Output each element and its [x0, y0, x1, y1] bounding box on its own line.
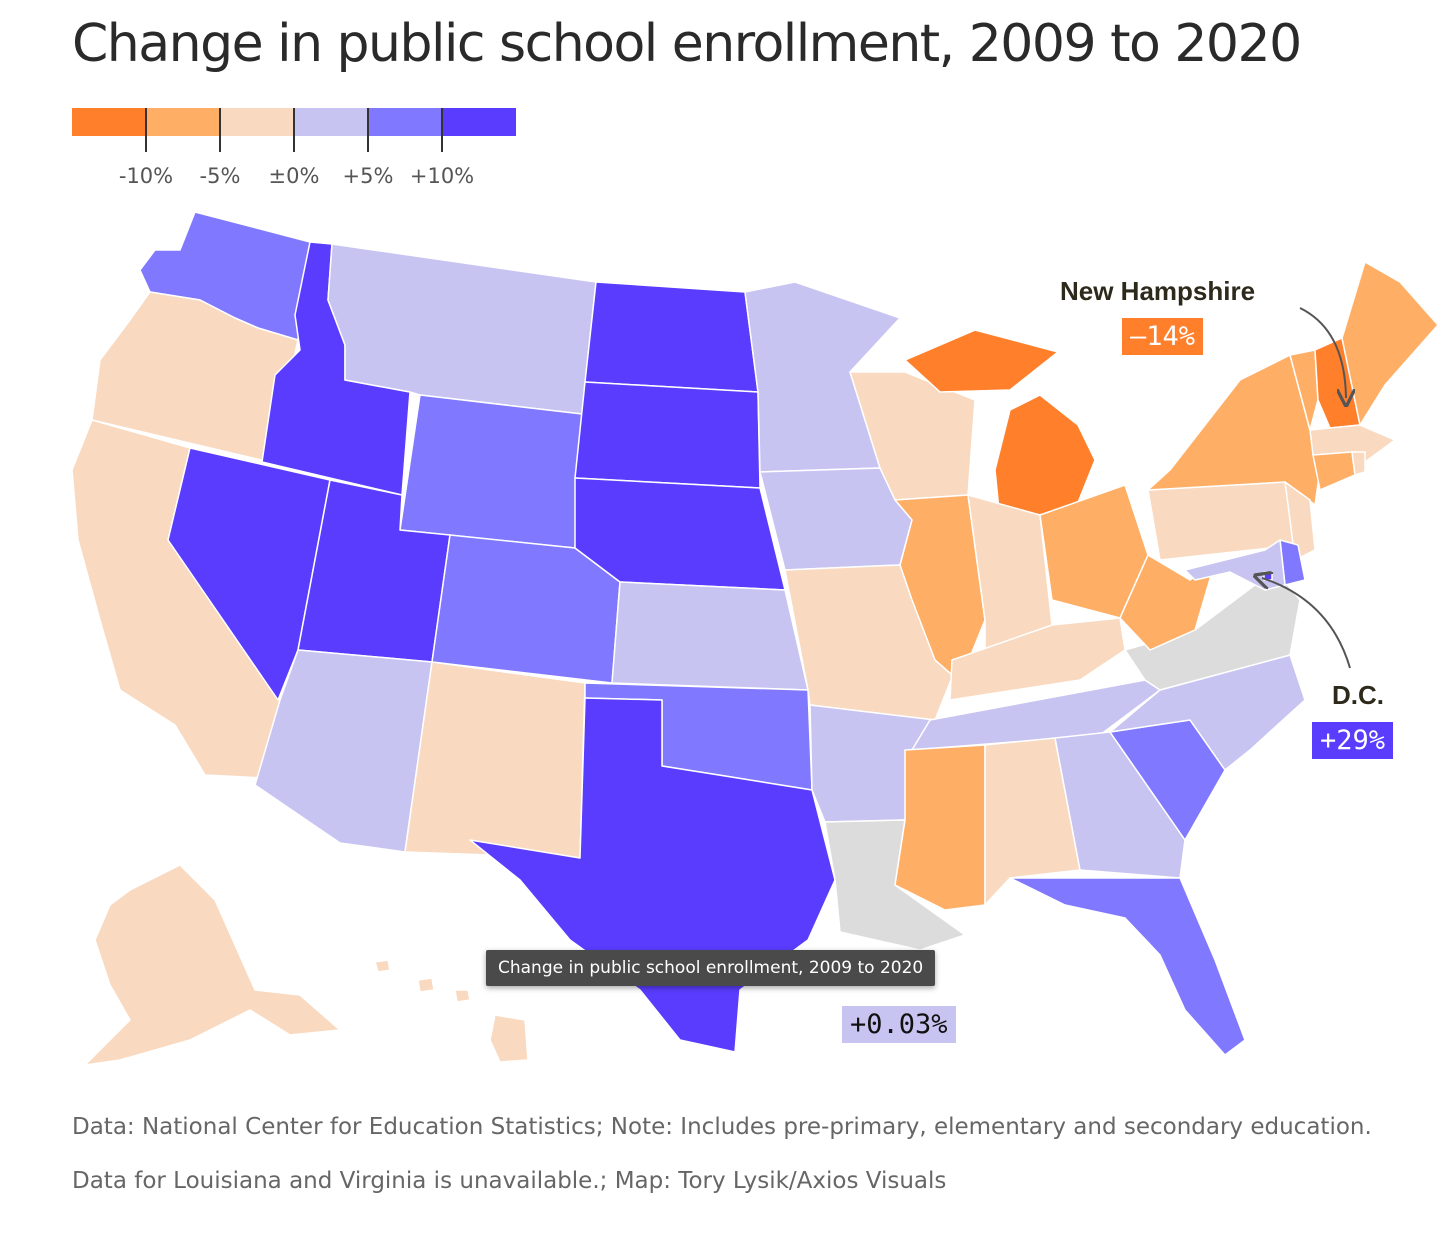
dc-callout-arrow [1262, 578, 1351, 669]
state-nv[interactable] [167, 447, 331, 701]
legend-tick-label: +10% [409, 164, 475, 188]
state-sd[interactable] [574, 381, 761, 489]
legend-bin-0 [72, 108, 146, 136]
legend-tick-label: ±0% [268, 164, 320, 188]
state-va[interactable] [1124, 569, 1301, 691]
us-average-callout-value: +0.03% [842, 1006, 956, 1043]
state-hi[interactable] [374, 959, 529, 1063]
color-legend: -10% -5% ±0% +5% +10% [72, 108, 516, 198]
state-nc[interactable] [1109, 654, 1306, 771]
state-ga[interactable] [1054, 731, 1186, 879]
state-ma[interactable] [1309, 424, 1396, 463]
state-fl[interactable] [1009, 877, 1246, 1056]
state-nm[interactable] [404, 661, 586, 859]
dc-callout-label: D.C. [1332, 680, 1384, 710]
legend-tick-label: +5% [342, 164, 394, 188]
legend-tick-label: -5% [199, 164, 241, 188]
source-note: Data: National Center for Education Stat… [72, 1114, 1372, 1194]
legend-bin-1 [146, 108, 220, 136]
state-me[interactable] [1341, 261, 1439, 426]
legend-tick [145, 108, 147, 152]
state-nj[interactable] [1284, 481, 1316, 561]
state-ct[interactable] [1312, 451, 1356, 491]
legend-tick [367, 108, 369, 152]
state-ak[interactable] [84, 864, 341, 1066]
state-tn[interactable] [911, 679, 1161, 751]
legend-tick-label: -10% [118, 164, 174, 188]
legend-tick [293, 108, 295, 152]
state-ms[interactable] [894, 744, 986, 911]
state-ri[interactable] [1351, 451, 1366, 476]
legend-tick [219, 108, 221, 152]
legend-bin-3 [294, 108, 368, 136]
new-hampshire-callout-value: –14% [1122, 318, 1204, 355]
nh-callout-arrow [1299, 307, 1346, 398]
legend-tick [441, 108, 443, 152]
new-hampshire-callout-label: New Hampshire [1060, 276, 1256, 306]
legend-bin-4 [368, 108, 442, 136]
hover-tooltip: Change in public school enrollment, 2009… [486, 950, 936, 986]
state-ks[interactable] [611, 581, 809, 691]
state-ny[interactable] [1147, 354, 1321, 506]
dc-callout-value: +29% [1312, 722, 1394, 759]
state-al[interactable] [984, 737, 1081, 906]
state-nd[interactable] [584, 281, 759, 393]
map-title: Change in public school enrollment, 2009… [72, 14, 1302, 74]
state-wy[interactable] [399, 394, 583, 549]
legend-bin-5 [442, 108, 516, 136]
legend-bin-2 [220, 108, 294, 136]
